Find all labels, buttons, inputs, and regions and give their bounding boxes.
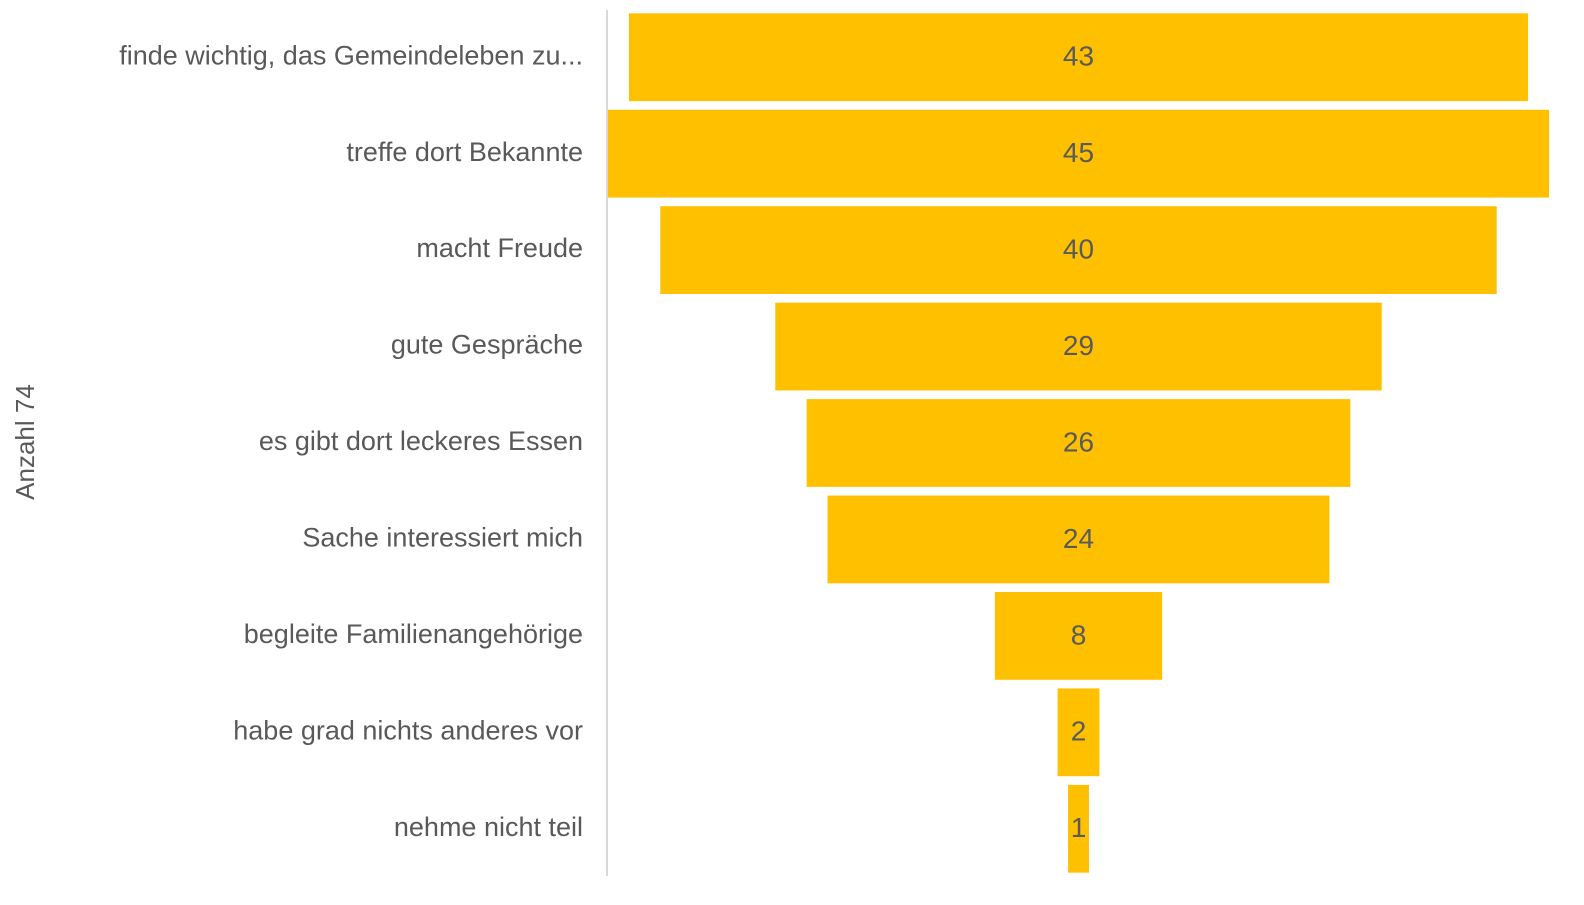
value-label: 1 bbox=[1071, 812, 1087, 843]
funnel-bar bbox=[827, 495, 1330, 584]
funnel-bar bbox=[608, 109, 1549, 198]
funnel-bar bbox=[1057, 688, 1100, 777]
funnel-bar bbox=[660, 206, 1497, 294]
category-label: habe grad nichts anderes vor bbox=[233, 715, 583, 745]
category-label: es gibt dort leckeres Essen bbox=[259, 426, 583, 456]
funnel-bar bbox=[1068, 784, 1089, 873]
value-label: 29 bbox=[1063, 330, 1094, 361]
value-label: 24 bbox=[1063, 523, 1094, 554]
category-label: finde wichtig, das Gemeindeleben zu... bbox=[119, 40, 583, 70]
value-label: 2 bbox=[1071, 716, 1087, 747]
y-axis-label: Anzahl 74 bbox=[10, 384, 40, 500]
value-label: 45 bbox=[1063, 137, 1094, 168]
category-label: begleite Familienangehörige bbox=[244, 619, 583, 649]
value-label: 40 bbox=[1063, 234, 1094, 265]
category-label: macht Freude bbox=[416, 233, 583, 263]
value-label: 8 bbox=[1071, 619, 1087, 650]
category-label: Sache interessiert mich bbox=[302, 523, 583, 553]
value-label: 26 bbox=[1063, 426, 1094, 457]
category-label: nehme nicht teil bbox=[394, 812, 583, 842]
category-label: treffe dort Bekannte bbox=[346, 137, 583, 167]
value-label: 43 bbox=[1063, 41, 1094, 72]
funnel-bar bbox=[806, 399, 1351, 487]
category-label: gute Gespräche bbox=[391, 330, 583, 360]
funnel-bar bbox=[994, 592, 1163, 680]
funnel-bar bbox=[628, 13, 1529, 102]
funnel-bar bbox=[775, 302, 1382, 391]
